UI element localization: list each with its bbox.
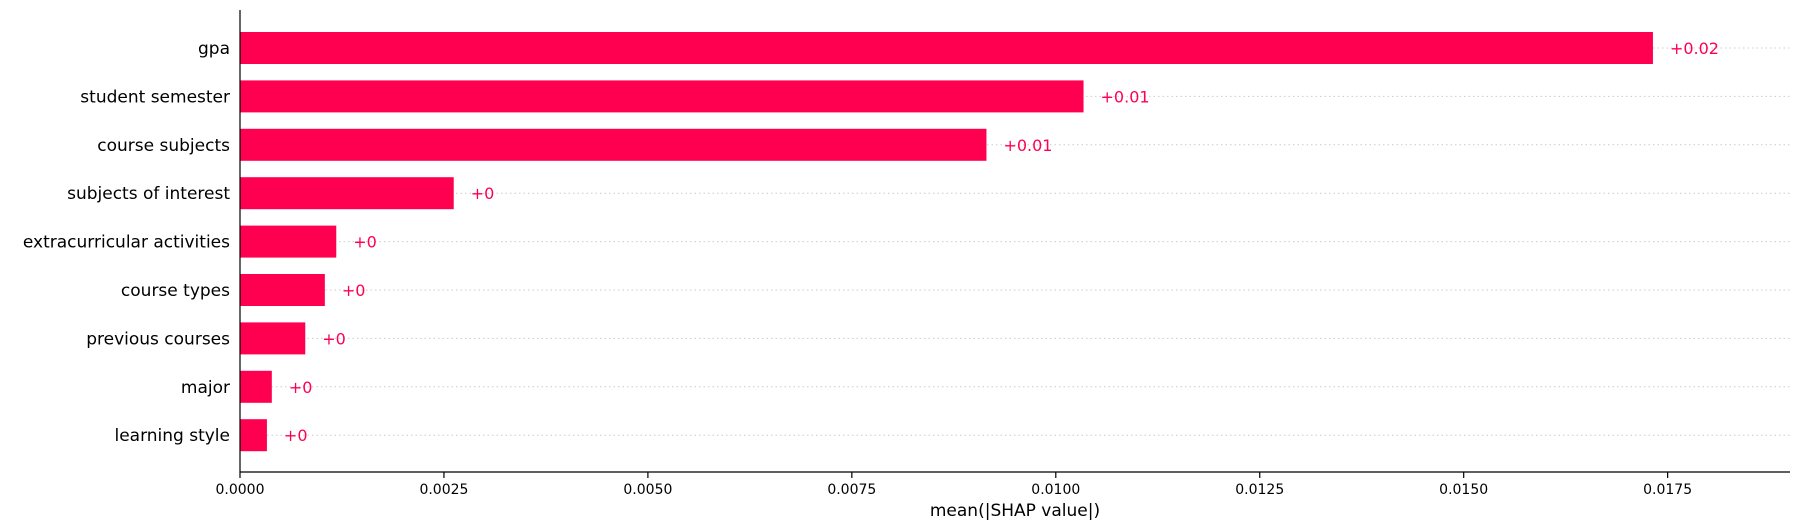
category-label: subjects of interest	[67, 184, 230, 204]
category-label: learning style	[114, 426, 230, 446]
category-label: gpa	[198, 39, 230, 59]
bar	[240, 177, 454, 210]
bar	[240, 274, 325, 306]
bar	[240, 225, 337, 258]
bar	[240, 370, 272, 403]
category-label: major	[181, 378, 230, 398]
category-label: course types	[121, 281, 230, 301]
data-label: +0	[353, 233, 377, 252]
data-label: +0	[471, 184, 495, 203]
bar	[240, 128, 987, 161]
data-label: +0.02	[1670, 39, 1719, 58]
data-labels: +0.02 +0.01 +0.01 +0 +0 +0 +0 +0 +0	[284, 39, 1719, 445]
data-label: +0	[289, 378, 313, 397]
bars	[240, 32, 1653, 452]
x-ticks: 0.0000 0.0025 0.0050 0.0075 0.0100 0.0125 0.01…	[216, 472, 1692, 498]
category-label: student semester	[80, 87, 230, 107]
x-tick-label: 0.0150	[1439, 482, 1488, 498]
category-labels: gpa student semester course subjects subjec…	[23, 39, 230, 446]
data-label: +0	[342, 281, 366, 300]
data-label: +0	[322, 329, 346, 348]
bar	[240, 322, 306, 355]
category-label: extracurricular activities	[23, 233, 230, 253]
x-tick-label: 0.0175	[1643, 482, 1692, 498]
x-tick-label: 0.0075	[827, 482, 876, 498]
data-label: +0.01	[1003, 136, 1052, 155]
bar	[240, 80, 1084, 113]
bar	[240, 32, 1653, 64]
x-axis-title: mean(|SHAP value|)	[930, 501, 1100, 521]
x-tick-label: 0.0100	[1031, 482, 1080, 498]
x-tick-label: 0.0025	[419, 482, 468, 498]
category-label: previous courses	[86, 329, 230, 349]
bar	[240, 419, 267, 452]
data-label: +0	[284, 426, 308, 445]
category-label: course subjects	[97, 136, 230, 156]
data-label: +0.01	[1101, 87, 1150, 106]
x-tick-label: 0.0125	[1235, 482, 1284, 498]
x-tick-label: 0.0050	[623, 482, 672, 498]
x-tick-label: 0.0000	[216, 482, 265, 498]
